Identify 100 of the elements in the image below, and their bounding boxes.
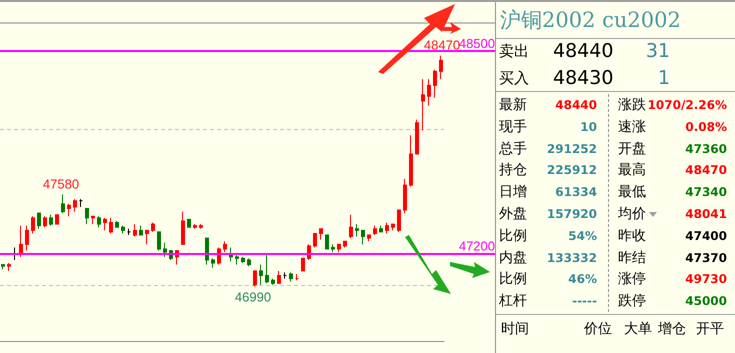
text: 48440 [555, 98, 597, 112]
candlestick [247, 258, 251, 267]
candlestick [163, 242, 167, 258]
text: 1070/2.26% [648, 98, 727, 112]
text: 47340 [685, 185, 727, 200]
text: 增仓 [658, 321, 686, 337]
text: 54% [568, 228, 597, 243]
candlestick [313, 232, 317, 248]
text: 47370 [685, 250, 727, 265]
candlestick [127, 228, 131, 236]
text: 比例 [499, 228, 527, 244]
candlestick [289, 272, 293, 282]
candlestick [301, 258, 305, 272]
text: 10 [580, 120, 597, 134]
text: 最新 [499, 97, 527, 113]
candlestick [409, 134, 413, 188]
text: 大单 [624, 321, 652, 337]
text: 45000 [685, 294, 727, 308]
candlestick [43, 216, 47, 228]
text: 总手 [499, 140, 527, 157]
candlestick [391, 224, 395, 231]
candlestick [361, 230, 365, 245]
candlestick [61, 194, 65, 214]
ref-line-label: 47200 [458, 238, 495, 254]
candlestick [145, 230, 149, 245]
candlestick [7, 262, 11, 272]
text: 157920 [546, 207, 597, 221]
candlestick [157, 231, 161, 252]
candlestick [421, 78, 425, 132]
annotation: 46990 [234, 289, 272, 304]
candlestick [151, 222, 155, 232]
annotation: 47580 [42, 176, 80, 192]
text: 61334 [555, 185, 597, 200]
text: ----- [572, 294, 597, 308]
text: 开盘 [618, 140, 646, 157]
candlestick [295, 273, 299, 281]
candlestick [379, 225, 383, 232]
candlestick [373, 225, 377, 236]
candlestick [211, 258, 215, 268]
text: 日增 [499, 184, 527, 200]
candlestick [319, 228, 323, 240]
text: 最高 [618, 162, 646, 178]
candlestick [79, 198, 83, 208]
text: 49730 [685, 272, 727, 286]
text: 跌停 [618, 293, 646, 310]
candlestick [277, 270, 281, 284]
candlestick [343, 240, 347, 248]
candlestick [67, 203, 71, 217]
candlestick [97, 216, 101, 228]
candlestick [49, 214, 53, 226]
candlestick [1, 264, 5, 270]
candlestick [367, 234, 371, 242]
candlestick [325, 234, 329, 250]
text: 涨跌 [618, 97, 646, 113]
candlestick [19, 225, 23, 258]
candlestick [259, 264, 263, 286]
candlestick [139, 225, 143, 236]
candlestick [223, 240, 227, 253]
text: 47400 [685, 228, 727, 243]
candlestick [271, 278, 275, 286]
text: 31 [646, 40, 670, 62]
candlestick [37, 212, 41, 230]
candlestick [25, 225, 29, 252]
text: 时间 [501, 321, 529, 337]
candlestick [349, 214, 353, 239]
candlestick [337, 244, 341, 253]
text: 均价 [618, 206, 646, 222]
candlestick [181, 211, 185, 245]
text: 225912 [546, 163, 597, 178]
candlestick [241, 256, 245, 264]
candlestick [331, 244, 335, 253]
text: 外盘 [499, 206, 527, 222]
candlestick [109, 217, 113, 234]
text: 48041 [685, 207, 727, 221]
text: 涨停 [618, 271, 646, 288]
candlestick [427, 78, 431, 106]
candlestick [193, 224, 197, 230]
candlestick [187, 218, 191, 228]
text: 0.08% [685, 120, 727, 134]
candlestick [385, 222, 389, 234]
annotation: 48470 [424, 38, 460, 53]
candlestick [199, 224, 203, 230]
candlestick [133, 224, 137, 238]
candlestick [415, 119, 419, 154]
text: 47360 [685, 142, 727, 156]
text: 291252 [546, 142, 597, 156]
candlestick [283, 272, 287, 280]
candlestick [205, 238, 209, 266]
candlestick [115, 220, 119, 228]
text: 持仓 [499, 162, 527, 178]
candlestick [265, 254, 269, 284]
text: 比例 [499, 271, 527, 288]
text: 速涨 [618, 118, 646, 135]
text: 沪铜2002 cu2002 [500, 8, 681, 32]
text: 开平 [696, 321, 724, 337]
text: 48470 [685, 163, 727, 178]
text: 最低 [618, 184, 646, 200]
text: 杠杆 [499, 293, 527, 310]
candlestick [355, 224, 359, 238]
candlestick [73, 198, 77, 212]
